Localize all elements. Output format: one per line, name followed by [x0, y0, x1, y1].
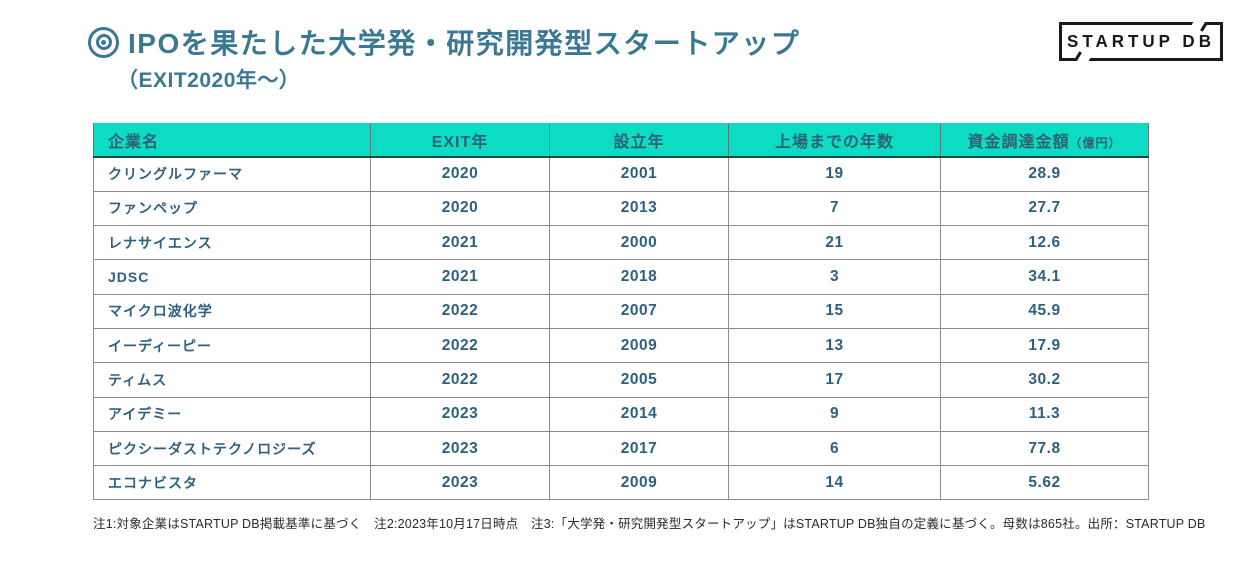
founded_year-cell: 2005 — [549, 362, 729, 398]
page-title-row: IPOを果たした大学発・研究開発型スタートアップ — [88, 22, 800, 62]
years_to_ipo-cell: 13 — [728, 327, 941, 364]
column-header-company: 企業名 — [93, 123, 371, 158]
funding-cell: 12.6 — [940, 225, 1149, 261]
exit_year-cell: 2021 — [370, 259, 550, 295]
footnote: 注1:対象企業はSTARTUP DB掲載基準に基づく 注2:2023年10月17… — [93, 517, 1206, 531]
company-cell: アイデミー — [93, 396, 371, 432]
funding-cell: 11.3 — [940, 396, 1149, 432]
funding-cell: 5.62 — [940, 465, 1149, 501]
table-row: マイクロ波化学 2022 2007 15 45.9 — [93, 293, 1149, 329]
startupdb-logo-text: STARTUP DB — [1067, 31, 1215, 51]
table-row: ピクシーダストテクノロジーズ 2023 2017 6 77.8 — [93, 430, 1149, 467]
company-cell: クリングルファーマ — [93, 156, 371, 192]
founded_year-cell: 2000 — [549, 225, 729, 261]
exit_year-cell: 2023 — [370, 396, 550, 432]
page-subtitle: （EXIT2020年〜） — [117, 69, 301, 92]
funding-cell: 34.1 — [940, 259, 1149, 295]
table-row: クリングルファーマ 2020 2001 19 28.9 — [93, 156, 1149, 192]
years_to_ipo-cell: 19 — [728, 156, 941, 192]
bullseye-icon — [88, 26, 119, 58]
founded_year-cell: 2009 — [549, 465, 729, 501]
funding-cell: 27.7 — [940, 190, 1149, 227]
company-cell: JDSC — [93, 259, 371, 295]
table-body: クリングルファーマ 2020 2001 19 28.9 ファンペップ 2020 2013 7 27… — [93, 156, 1149, 501]
years_to_ipo-cell: 7 — [728, 190, 941, 227]
company-cell: ピクシーダストテクノロジーズ — [93, 430, 371, 467]
founded_year-cell: 2017 — [549, 430, 729, 467]
table-row: ファンペップ 2020 2013 7 27.7 — [93, 190, 1149, 227]
column-header-years_to_ipo: 上場までの年数 — [728, 123, 941, 158]
founded_year-cell: 2007 — [549, 293, 729, 329]
column-header-exit_year: EXIT年 — [370, 123, 550, 158]
funding-cell: 17.9 — [940, 327, 1149, 364]
page-title: IPOを果たした大学発・研究開発型スタートアップ — [128, 28, 801, 59]
exit_year-cell: 2020 — [370, 190, 550, 227]
company-cell: レナサイエンス — [93, 225, 371, 261]
startupdb-logo: STARTUP DB — [1059, 17, 1223, 66]
column-header-funding: 資金調達金額（億円） — [940, 123, 1149, 158]
years_to_ipo-cell: 9 — [728, 396, 941, 432]
founded_year-cell: 2001 — [549, 156, 729, 192]
exit_year-cell: 2021 — [370, 225, 550, 261]
founded_year-cell: 2018 — [549, 259, 729, 295]
years_to_ipo-cell: 17 — [728, 362, 941, 398]
company-cell: ファンペップ — [93, 190, 371, 227]
funding-cell: 45.9 — [940, 293, 1149, 329]
exit_year-cell: 2022 — [370, 293, 550, 329]
table-container: 企業名 EXIT年 設立年 上場までの年数 資金調達金額（億円） クリングルファーマ 20… — [93, 123, 1149, 501]
table-row: レナサイエンス 2021 2000 21 12.6 — [93, 225, 1149, 261]
table-row: JDSC 2021 2018 3 34.1 — [93, 259, 1149, 295]
exit_year-cell: 2022 — [370, 362, 550, 398]
exit_year-cell: 2023 — [370, 430, 550, 467]
years_to_ipo-cell: 15 — [728, 293, 941, 329]
logo-slash-bottom-icon — [1074, 51, 1091, 66]
header-row: 企業名 EXIT年 設立年 上場までの年数 資金調達金額（億円） — [93, 123, 1149, 158]
table-header: 企業名 EXIT年 設立年 上場までの年数 資金調達金額（億円） — [93, 123, 1149, 158]
table-row: イーディーピー 2022 2009 13 17.9 — [93, 327, 1149, 364]
table-row: アイデミー 2023 2014 9 11.3 — [93, 396, 1149, 432]
years_to_ipo-cell: 14 — [728, 465, 941, 501]
company-cell: エコナビスタ — [93, 465, 371, 501]
years_to_ipo-cell: 6 — [728, 430, 941, 467]
exit_year-cell: 2023 — [370, 465, 550, 501]
exit_year-cell: 2022 — [370, 327, 550, 364]
funding-cell: 77.8 — [940, 430, 1149, 467]
founded_year-cell: 2013 — [549, 190, 729, 227]
founded_year-cell: 2009 — [549, 327, 729, 364]
funding-cell: 30.2 — [940, 362, 1149, 398]
years_to_ipo-cell: 3 — [728, 259, 941, 295]
table-row: エコナビスタ 2023 2009 14 5.62 — [93, 465, 1149, 501]
exit_year-cell: 2020 — [370, 156, 550, 192]
company-cell: イーディーピー — [93, 327, 371, 364]
table-row: ティムス 2022 2005 17 30.2 — [93, 362, 1149, 398]
ipo-table: 企業名 EXIT年 設立年 上場までの年数 資金調達金額（億円） クリングルファーマ 20… — [93, 123, 1149, 501]
column-header-founded_year: 設立年 — [549, 123, 729, 158]
company-cell: ティムス — [93, 362, 371, 398]
founded_year-cell: 2014 — [549, 396, 729, 432]
funding-cell: 28.9 — [940, 156, 1149, 192]
company-cell: マイクロ波化学 — [93, 293, 371, 329]
years_to_ipo-cell: 21 — [728, 225, 941, 261]
logo-slash-top-icon — [1191, 17, 1208, 32]
